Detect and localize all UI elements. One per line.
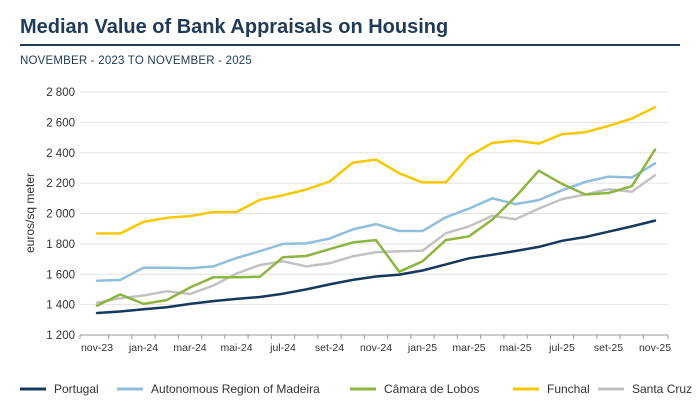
y-tick-label: 2 400 — [46, 148, 75, 160]
x-tick-label: jul-25 — [548, 342, 575, 354]
y-gridlines — [80, 91, 668, 306]
legend-label: Santa Cruz — [632, 382, 692, 396]
legend-label: Funchal — [547, 382, 590, 396]
x-tick-label: jul-24 — [269, 342, 296, 354]
series-line-autonomous-region-of-madeira — [95, 162, 657, 283]
x-tick-label: nov-23 — [81, 342, 113, 354]
x-tick-label: mar-24 — [173, 342, 206, 354]
legend: Portugal Autonomous Region of Madeira Câma… — [20, 382, 692, 396]
series-line-c-mara-de-lobos — [95, 148, 657, 307]
x-axis: nov-23 jan-24 mar-24 mai-24 jul-24 set-24 nov-… — [79, 334, 671, 354]
y-axis-label: euros/sq meter — [23, 173, 37, 253]
legend-label: Autonomous Region of Madeira — [151, 382, 320, 396]
title-divider — [20, 44, 680, 46]
y-axis-ticks: 1 200 1 400 1 600 1 800 2 000 2 200 2 400 2 600… — [46, 87, 75, 342]
y-tick-label: 1 600 — [46, 269, 75, 281]
series-line-portugal — [95, 219, 657, 315]
x-tick-label: nov-24 — [360, 342, 392, 354]
chart-subtitle: NOVEMBER - 2023 TO NOVEMBER - 2025 — [20, 55, 252, 67]
x-tick-label: set-25 — [594, 342, 623, 354]
series-lines — [95, 105, 657, 315]
y-tick-label: 1 200 — [46, 330, 75, 342]
x-tick-label: mai-24 — [220, 342, 252, 354]
legend-label: Portugal — [54, 382, 99, 396]
y-tick-label: 1 800 — [46, 239, 75, 251]
series-line-funchal — [95, 105, 657, 235]
y-tick-label: 2 000 — [46, 209, 75, 221]
x-tick-label: jan-25 — [407, 342, 437, 354]
x-tick-label: set-24 — [315, 342, 344, 354]
x-tick-label: mar-25 — [452, 342, 485, 354]
series-line-santa-cruz — [95, 173, 657, 304]
y-tick-label: 2 600 — [46, 117, 75, 129]
legend-label: Câmara de Lobos — [384, 382, 479, 396]
chart-title: Median Value of Bank Appraisals on Housi… — [20, 16, 449, 38]
y-tick-label: 2 800 — [46, 87, 75, 99]
x-tick-label: jan-24 — [128, 342, 158, 354]
y-tick-label: 1 400 — [46, 300, 75, 312]
x-tick-label: nov-25 — [639, 342, 671, 354]
x-tick-label: mai-25 — [499, 342, 531, 354]
y-tick-label: 2 200 — [46, 178, 75, 190]
